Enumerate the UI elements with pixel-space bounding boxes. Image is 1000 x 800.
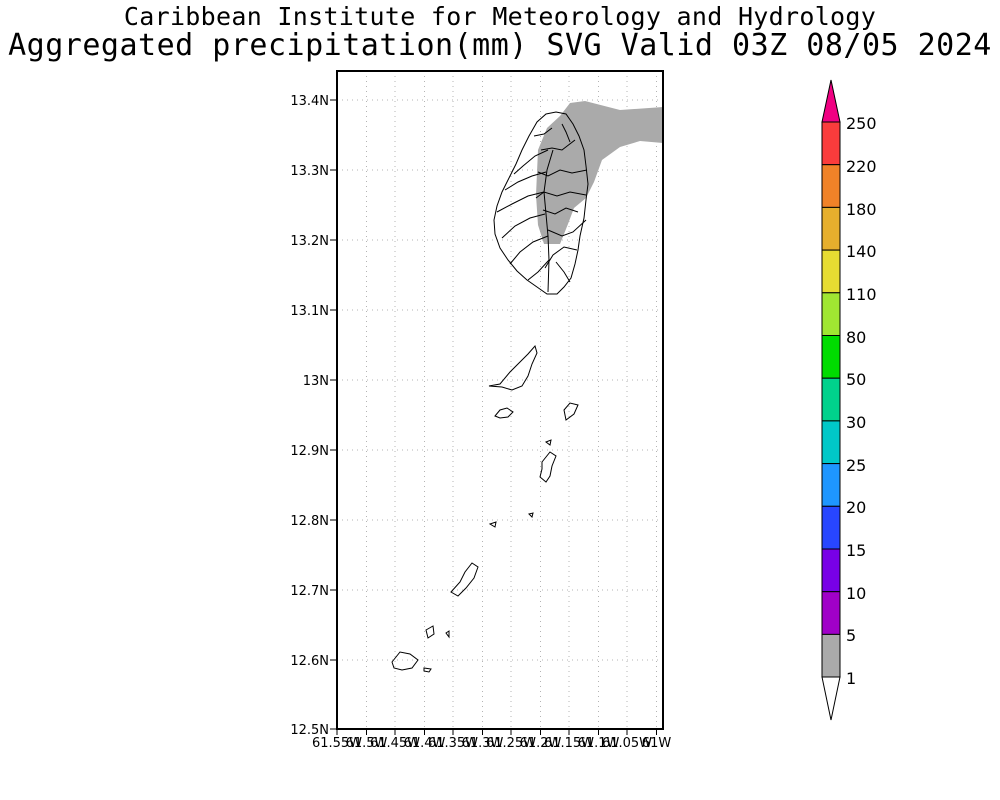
lon-ticks xyxy=(336,729,657,735)
colorbar-segment xyxy=(821,249,841,294)
lon-labels: 61.55W 61.5W 61.45W 61.4W 61.35W 61.3W 6… xyxy=(312,736,671,751)
colorbar-segment xyxy=(821,164,841,208)
lon-label: 61.1W xyxy=(578,736,620,751)
colorbar-label: 30 xyxy=(846,413,866,432)
colorbar-label: 250 xyxy=(846,114,877,133)
lon-label: 61.4W xyxy=(404,736,446,751)
lat-ticks xyxy=(330,99,337,730)
lat-label: 12.9N xyxy=(290,444,329,459)
small-cay xyxy=(544,439,552,446)
grenadines-islands xyxy=(391,344,579,673)
colorbar-label: 25 xyxy=(846,456,866,475)
colorbar-segment xyxy=(821,505,841,550)
lon-label: 61W xyxy=(642,736,672,751)
colorbar-segment xyxy=(821,292,841,336)
small-cay xyxy=(494,407,514,419)
lat-label: 12.8N xyxy=(290,514,329,529)
colorbar-label: 110 xyxy=(846,285,877,304)
colorbar xyxy=(821,79,841,721)
colorbar-label: 50 xyxy=(846,370,866,389)
grid-lines xyxy=(337,71,663,729)
lat-label: 13.1N xyxy=(290,304,329,319)
lon-label: 61.3W xyxy=(462,736,504,751)
lon-label: 61.2W xyxy=(520,736,562,751)
institute-title: Caribbean Institute for Meteorology and … xyxy=(123,2,877,31)
colorbar-label: 1 xyxy=(846,669,856,688)
colorbar-segment xyxy=(821,548,841,593)
lat-label: 13N xyxy=(303,374,329,389)
colorbar-segment xyxy=(821,121,841,166)
lon-label: 61.15W xyxy=(544,736,594,751)
colorbar-over-triangle xyxy=(821,79,841,123)
mustique-island xyxy=(563,402,579,421)
lat-label: 12.5N xyxy=(290,723,329,738)
colorbar-segment xyxy=(821,420,841,465)
colorbar-under-triangle xyxy=(821,676,841,721)
colorbar-label: 80 xyxy=(846,328,866,347)
lon-label: 61.25W xyxy=(486,736,536,751)
colorbar-segment xyxy=(821,591,841,635)
canouan-island xyxy=(539,451,557,483)
lat-label: 12.7N xyxy=(290,584,329,599)
colorbar-label: 10 xyxy=(846,584,866,603)
lon-label: 61.45W xyxy=(370,736,420,751)
lat-label: 13.3N xyxy=(290,164,329,179)
small-cay xyxy=(423,667,432,673)
colorbar-label: 180 xyxy=(846,200,877,219)
carriacou-island xyxy=(391,651,419,671)
union-island xyxy=(450,562,479,597)
lon-label: 61.5W xyxy=(346,736,388,751)
map-frame xyxy=(336,70,664,730)
lat-label: 13.4N xyxy=(290,94,329,109)
lat-label: 13.2N xyxy=(290,234,329,249)
bequia-island xyxy=(488,344,538,391)
colorbar-segment xyxy=(821,377,841,422)
colorbar-label: 140 xyxy=(846,242,877,261)
colorbar-segment xyxy=(821,633,841,678)
colorbar-segment xyxy=(821,206,841,251)
colorbar-segment xyxy=(821,463,841,507)
product-title: Aggregated precipitation(mm) SVG Valid 0… xyxy=(8,28,992,63)
colorbar-labels: 1 5 10 15 20 25 30 50 80 110 140 180 220… xyxy=(846,114,877,688)
lat-labels: 13.4N 13.3N 13.2N 13.1N 13N 12.9N 12.8N … xyxy=(290,94,329,738)
lon-label: 61.35W xyxy=(428,736,478,751)
small-cay xyxy=(445,630,450,639)
colorbar-label: 20 xyxy=(846,498,866,517)
lon-label: 61.55W xyxy=(312,736,362,751)
small-cay xyxy=(425,625,435,639)
lat-label: 12.6N xyxy=(290,654,329,669)
st-vincent-island xyxy=(493,111,589,295)
colorbar-label: 5 xyxy=(846,626,856,645)
colorbar-label: 220 xyxy=(846,157,877,176)
small-cay xyxy=(488,521,497,528)
colorbar-label: 15 xyxy=(846,541,866,560)
small-cay xyxy=(528,512,534,518)
colorbar-segment xyxy=(821,335,841,379)
lon-label: 61.05W xyxy=(602,736,652,751)
